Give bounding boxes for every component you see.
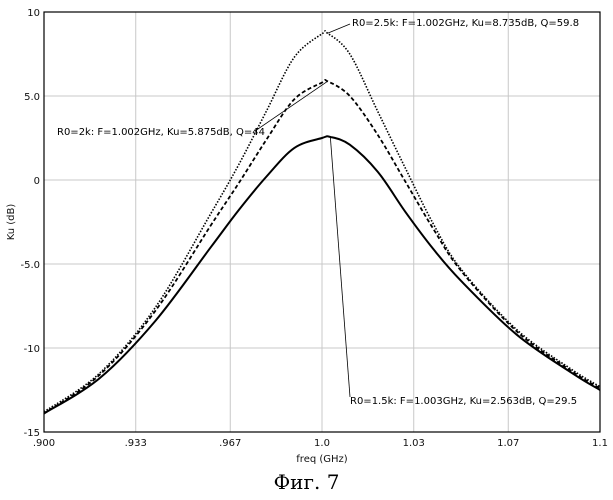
figure-caption: Фиг. 7 (0, 470, 613, 494)
y-tick-label: 0 (34, 176, 40, 187)
annotation-r0-1-5k: R0=1.5k: F=1.003GHz, Ku=2.563dB, Q=29.5 (350, 396, 577, 407)
chart: .900 .933 .967 1.0 1.03 1.07 1.1 10 5.0 0 -5.0 -10… (0, 0, 613, 470)
x-tick-label: .900 (33, 438, 55, 449)
x-tick-label: .933 (125, 438, 147, 449)
y-tick-label: -5.0 (20, 260, 40, 271)
x-tick-labels: .900 .933 .967 1.0 1.03 1.07 1.1 (33, 438, 608, 449)
annotation-leaders (255, 24, 350, 397)
annotation-r0-2-5k: R0=2.5k: F=1.002GHz, Ku=8.735dB, Q=59.8 (352, 18, 579, 29)
y-tick-label: -15 (24, 428, 40, 439)
x-tick-label: 1.03 (403, 438, 425, 449)
y-tick-label: -10 (24, 344, 40, 355)
x-tick-label: 1.07 (497, 438, 519, 449)
annotation-r0-2k: R0=2k: F=1.002GHz, Ku=5.875dB, Q=44 (57, 127, 265, 138)
annotation-leader (330, 137, 350, 397)
x-tick-label: 1.1 (592, 438, 608, 449)
y-tick-label: 10 (27, 8, 40, 19)
x-tick-label: .967 (219, 438, 241, 449)
y-tick-label: 5.0 (24, 92, 40, 103)
grid (44, 12, 600, 432)
y-axis-label: Ku (dB) (6, 204, 17, 241)
y-tick-labels: 10 5.0 0 -5.0 -10 -15 (20, 8, 40, 439)
annotation-leader (255, 81, 328, 131)
x-tick-label: 1.0 (314, 438, 330, 449)
x-axis-label: freq (GHz) (296, 454, 348, 465)
annotation-leader (328, 24, 350, 33)
